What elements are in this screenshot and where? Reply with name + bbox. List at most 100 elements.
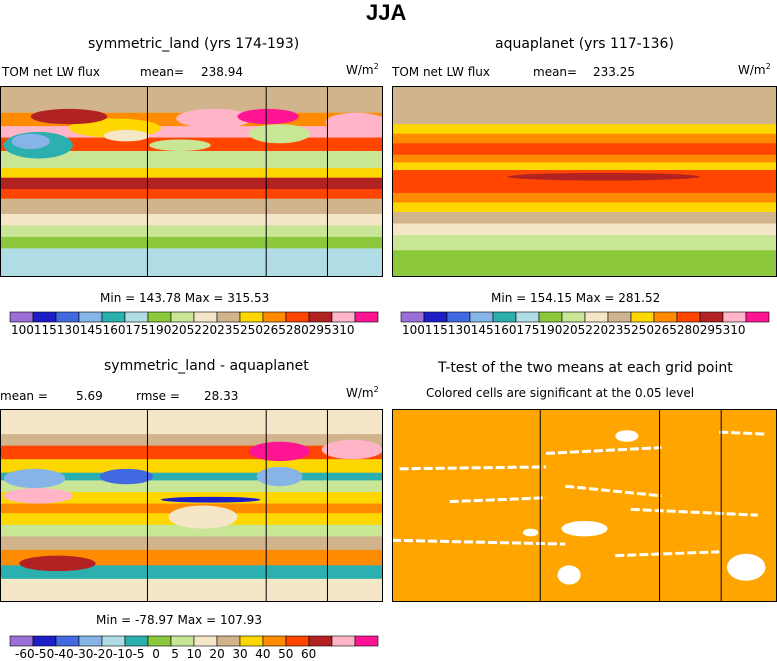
contour-band: [392, 212, 777, 225]
contour-band: [0, 189, 383, 200]
contour-band: [392, 223, 777, 236]
panel2-colorbar-swatch: [607, 311, 632, 323]
panel3-frame: [0, 409, 383, 602]
panel2-colorbar-swatch: [699, 311, 724, 323]
panel1-colorbar-labels: 1001151301451601751902052202352502652802…: [11, 323, 355, 337]
ttest-nonsignificant-cell: [726, 553, 766, 581]
contour-band: [392, 124, 777, 135]
panel1-colorbar-swatch: [262, 311, 287, 323]
contour-band: [0, 524, 383, 537]
contour-band: [392, 250, 777, 277]
contour-feature: [329, 137, 383, 150]
panel2-colorbar-swatch: [745, 311, 770, 323]
panel4-subtitle: Colored cells are significant at the 0.0…: [426, 386, 695, 400]
contour-feature: [168, 505, 238, 529]
contour-band: [392, 154, 777, 163]
panel3-mean: 5.69: [76, 389, 103, 403]
panel3-colorbar-swatch: [193, 635, 218, 647]
contour-feature: [19, 555, 96, 572]
contour-band: [392, 162, 777, 171]
panel1-colorbar-swatch: [9, 311, 34, 323]
ttest-nonsignificant-cell: [615, 430, 639, 442]
ttest-nonsignificant-streak: [545, 446, 662, 455]
contour-feature: [11, 133, 50, 150]
panel1-colorbar-swatch: [354, 311, 379, 323]
panel3-colorbar-swatch: [32, 635, 57, 647]
contour-feature: [321, 439, 383, 460]
contour-band: [0, 459, 383, 474]
ttest-nonsignificant-streak: [399, 465, 547, 471]
panel2-colorbar-swatch: [676, 311, 701, 323]
panel1-colorbar-swatch: [101, 311, 126, 323]
panel3-title: symmetric_land - aquaplanet: [104, 358, 309, 374]
contour-band: [0, 409, 383, 435]
contour-feature: [30, 108, 108, 125]
contour-band: [0, 434, 383, 447]
ttest-nonsignificant-cell: [522, 528, 539, 537]
contour-feature: [256, 466, 303, 487]
panel1-colorbar-swatch: [124, 311, 149, 323]
panel2-colorbar-swatch: [423, 311, 448, 323]
contour-band: [392, 143, 777, 156]
panel4-title: T-test of the two means at each grid poi…: [438, 360, 733, 376]
panel2-field: [392, 86, 777, 277]
panel1-colorbar-swatch: [193, 311, 218, 323]
contour-band: [0, 86, 383, 114]
panel3-colorbar-swatch: [308, 635, 333, 647]
contour-band: [392, 133, 777, 144]
contour-band: [392, 86, 777, 125]
panel2-colorbar-labels: 1001151301451601751902052202352502652802…: [402, 323, 746, 337]
panel4-field: [392, 409, 777, 602]
panel2-colorbar-swatch: [561, 311, 586, 323]
panel2-colorbar-swatch: [446, 311, 471, 323]
panel1-mean-label: mean=: [140, 65, 185, 79]
panel2-colorbar-swatch: [722, 311, 747, 323]
contour-feature: [237, 108, 299, 125]
panel1-colorbar-swatch: [55, 311, 80, 323]
panel1-frame: [0, 86, 383, 277]
panel3-colorbar-swatch: [354, 635, 379, 647]
panel2-colorbar-swatch: [653, 311, 678, 323]
contour-feature: [176, 108, 253, 129]
contour-band: [0, 198, 383, 215]
panel1-colorbar-swatch: [285, 311, 310, 323]
ttest-significant-fill: [392, 409, 777, 602]
panel1-colorbar-swatch: [147, 311, 172, 323]
contour-feature: [103, 129, 150, 142]
contour-band: [0, 472, 383, 481]
panel2-colorbar-swatch: [492, 311, 517, 323]
contour-band: [392, 202, 777, 213]
panel3-colorbar-swatch: [331, 635, 356, 647]
panel1-variable: TOM net LW flux: [2, 65, 100, 79]
contour-feature: [99, 468, 154, 485]
contour-feature: [325, 112, 383, 132]
panel3-colorbar-swatch: [78, 635, 103, 647]
contour-band: [0, 549, 383, 566]
panel1-minmax: Min = 143.78 Max = 315.53: [100, 291, 270, 305]
contour-feature: [507, 172, 700, 181]
contour-band: [0, 126, 383, 139]
ttest-nonsignificant-streak: [392, 538, 566, 546]
panel2-colorbar-swatch: [584, 311, 609, 323]
panel3-minmax: Min = -78.97 Max = 107.93: [96, 613, 262, 627]
panel3-units: W/m2: [346, 385, 379, 400]
contour-band: [0, 236, 383, 249]
panel1-colorbar-swatch: [78, 311, 103, 323]
panel3-colorbar-swatch: [239, 635, 264, 647]
panel1-colorbar-swatch: [239, 311, 264, 323]
panel2-colorbar-swatch: [630, 311, 655, 323]
contour-band: [0, 565, 383, 580]
panel3-colorbar-swatch: [216, 635, 241, 647]
panel1-field: [0, 86, 383, 277]
panel1-mean: 238.94: [201, 65, 243, 79]
panel2-colorbar-swatch: [515, 311, 540, 323]
panel3-colorbar-swatch: [170, 635, 195, 647]
panel3-colorbar-labels: -60-50-40-30-20-10-5 0 5 10 20 30 40 50 …: [15, 647, 317, 661]
panel3-mean-label: mean =: [0, 389, 48, 403]
contour-band: [0, 578, 383, 602]
contour-band: [0, 225, 383, 238]
panel2-mean-label: mean=: [533, 65, 578, 79]
panel1-title: symmetric_land (yrs 174-193): [88, 36, 300, 52]
ttest-nonsignificant-streak: [719, 430, 766, 436]
